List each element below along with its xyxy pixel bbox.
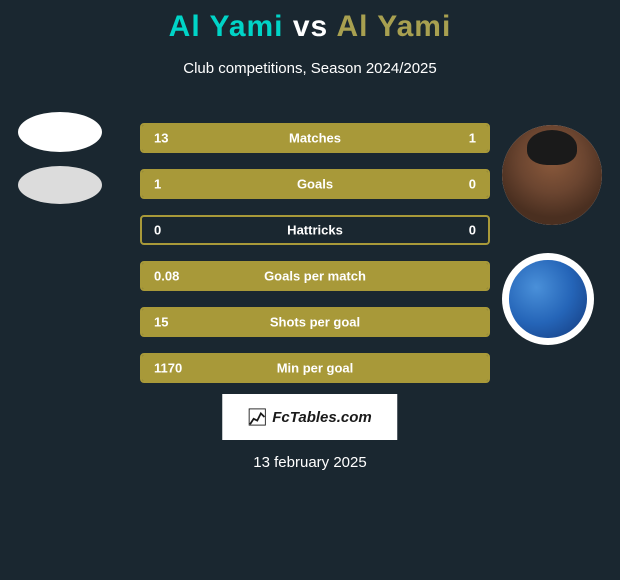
stat-row-goals: 1 Goals 0 <box>140 169 490 199</box>
club-badge-icon <box>509 260 586 337</box>
stat-fill-left <box>142 125 408 151</box>
stat-value-left: 0 <box>154 223 161 238</box>
footer-brand: FcTables.com <box>272 409 371 426</box>
stat-value-left: 15 <box>154 315 168 330</box>
club-badge <box>502 253 594 345</box>
stat-value-left: 13 <box>154 131 168 146</box>
title-player1: Al Yami <box>169 10 284 43</box>
stat-row-min-per-goal: 1170 Min per goal <box>140 353 490 383</box>
player-face-icon <box>502 125 602 225</box>
stat-row-shots-per-goal: 15 Shots per goal <box>140 307 490 337</box>
player-right-area <box>502 125 602 345</box>
main-container: Al Yami vs Al Yami Club competitions, Se… <box>0 0 620 580</box>
player1-club-placeholder <box>18 166 102 204</box>
stat-value-right: 0 <box>469 223 476 238</box>
stat-label: Shots per goal <box>270 315 360 330</box>
stat-label: Min per goal <box>277 361 354 376</box>
stat-fill-right <box>408 125 488 151</box>
footer-date: 13 february 2025 <box>253 454 366 471</box>
title-vs: vs <box>293 10 328 43</box>
stat-value-right: 0 <box>469 177 476 192</box>
player2-photo <box>502 125 602 225</box>
stats-area: 13 Matches 1 1 Goals 0 0 Hattricks 0 0.0… <box>140 123 490 399</box>
stat-value-left: 1 <box>154 177 161 192</box>
stat-label: Matches <box>289 131 341 146</box>
subtitle: Club competitions, Season 2024/2025 <box>0 60 620 77</box>
stat-value-left: 1170 <box>154 361 182 376</box>
player1-avatar-placeholder <box>18 112 102 152</box>
page-title: Al Yami vs Al Yami <box>0 0 620 44</box>
stat-label: Hattricks <box>287 223 343 238</box>
stat-label: Goals <box>297 177 333 192</box>
title-player2: Al Yami <box>336 10 451 43</box>
stat-label: Goals per match <box>264 269 366 284</box>
stat-value-right: 1 <box>469 131 476 146</box>
player-left-area <box>18 112 102 204</box>
stat-value-left: 0.08 <box>154 269 179 284</box>
stat-row-hattricks: 0 Hattricks 0 <box>140 215 490 245</box>
stat-row-goals-per-match: 0.08 Goals per match <box>140 261 490 291</box>
stat-row-matches: 13 Matches 1 <box>140 123 490 153</box>
footer-badge[interactable]: FcTables.com <box>222 394 397 440</box>
chart-icon <box>248 408 266 426</box>
